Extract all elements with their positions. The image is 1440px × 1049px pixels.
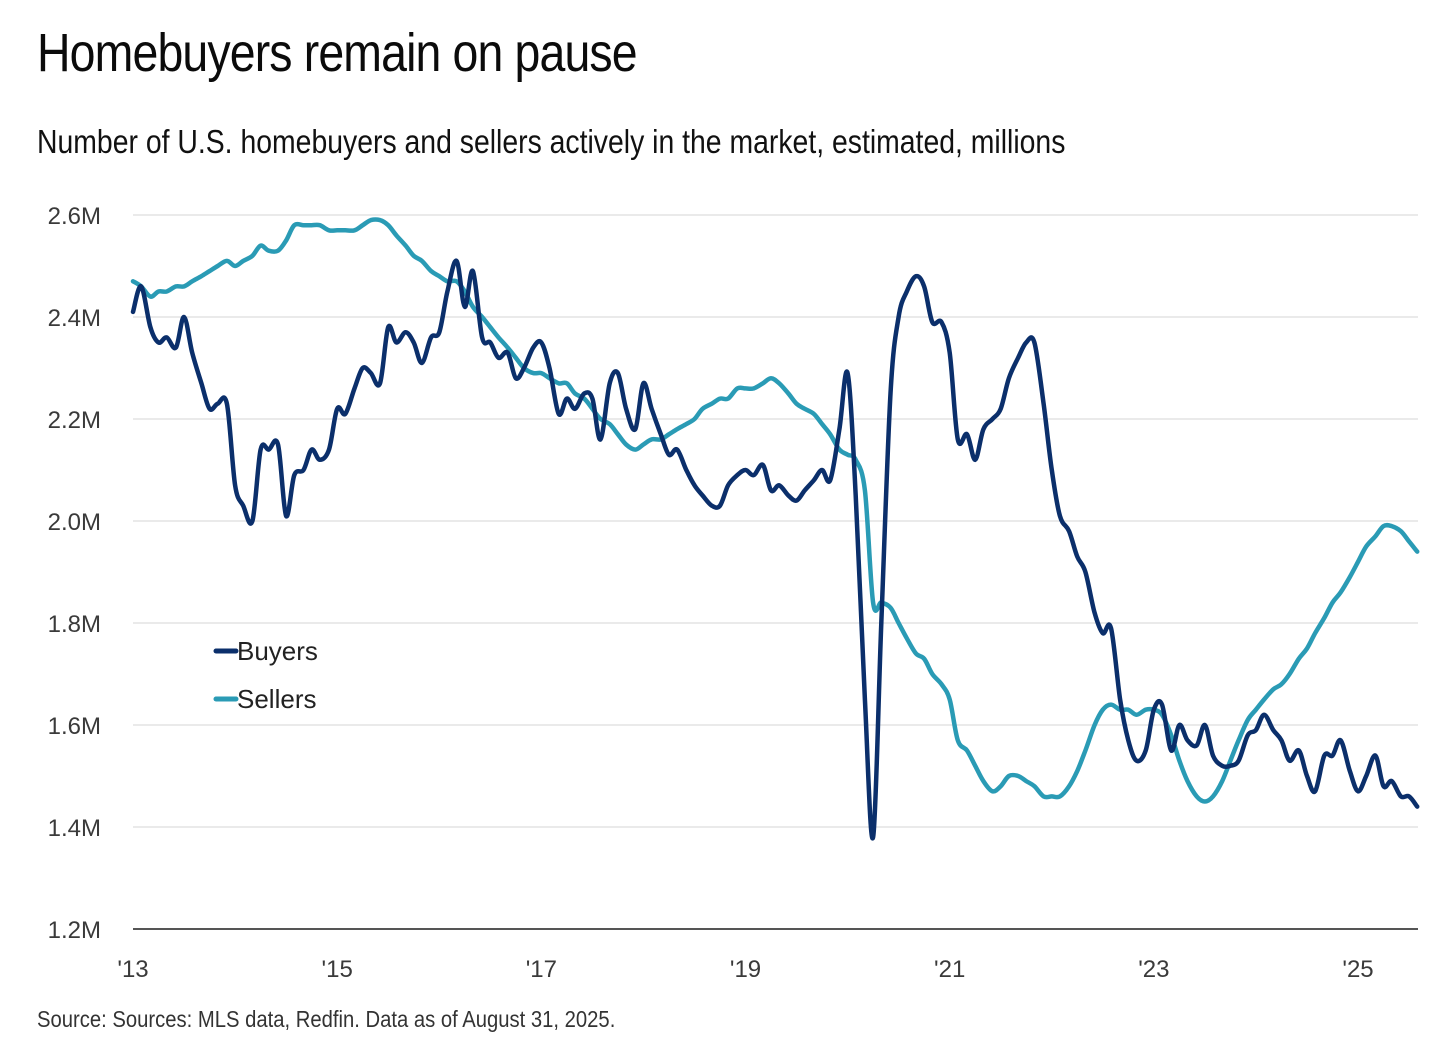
- legend-label-sellers: Sellers: [237, 684, 316, 714]
- x-tick-label: '17: [526, 956, 557, 983]
- y-tick-label: 1.8M: [48, 611, 101, 638]
- y-tick-label: 1.4M: [48, 815, 101, 842]
- y-tick-label: 1.6M: [48, 713, 101, 740]
- x-tick-label: '15: [322, 956, 353, 983]
- y-tick-label: 2.0M: [48, 509, 101, 536]
- legend: Buyers Sellers: [213, 636, 318, 714]
- y-tick-label: 2.6M: [48, 203, 101, 230]
- y-tick-label: 1.2M: [48, 917, 101, 944]
- y-tick-label: 2.2M: [48, 407, 101, 434]
- x-tick-label: '19: [730, 956, 761, 983]
- x-tick-label: '13: [117, 956, 148, 983]
- gridlines: [133, 214, 1418, 828]
- x-tick-label: '25: [1342, 956, 1373, 983]
- legend-label-buyers: Buyers: [237, 636, 318, 666]
- series-line-sellers: [130, 217, 1420, 804]
- chart-subtitle: Number of U.S. homebuyers and sellers ac…: [37, 123, 1066, 160]
- series-line-buyers: [130, 258, 1420, 841]
- series-lines: [130, 217, 1420, 841]
- x-axis-ticks: '13 '15 '17 '19 '21 '23 '25: [117, 956, 1373, 983]
- x-tick-label: '23: [1138, 956, 1169, 983]
- y-axis-ticks: 1.2M 1.4M 1.6M 1.8M 2.0M 2.2M 2.4M 2.6M: [48, 203, 101, 944]
- source-note: Source: Sources: MLS data, Redfin. Data …: [37, 1006, 616, 1032]
- y-tick-label: 2.4M: [48, 305, 101, 332]
- chart-title: Homebuyers remain on pause: [37, 23, 638, 83]
- x-tick-label: '21: [934, 956, 965, 983]
